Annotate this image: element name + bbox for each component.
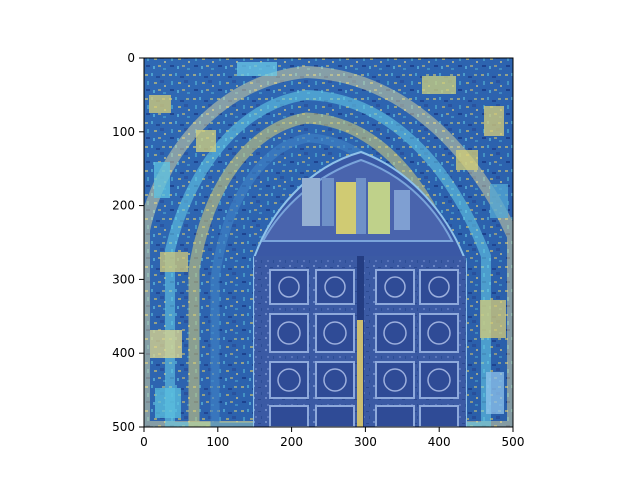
x-tick-label: 200 — [280, 435, 303, 449]
x-axis: 0 100 200 300 400 500 — [140, 427, 524, 449]
x-tick-label: 400 — [428, 435, 451, 449]
x-tick-label: 0 — [140, 435, 148, 449]
y-tick-label: 100 — [112, 125, 135, 139]
photo-image — [144, 58, 513, 427]
x-tick-label: 500 — [502, 435, 525, 449]
y-tick-label: 200 — [112, 199, 135, 213]
y-axis: 0 100 200 300 400 500 — [112, 51, 144, 434]
x-tick-label: 100 — [206, 435, 229, 449]
door-panels — [269, 269, 459, 427]
x-tick-label: 300 — [354, 435, 377, 449]
y-tick-label: 300 — [112, 272, 135, 286]
plot-frame — [143, 57, 514, 428]
y-tick-label: 400 — [112, 346, 135, 360]
y-tick-label: 0 — [127, 51, 135, 65]
y-tick-label: 500 — [112, 420, 135, 434]
